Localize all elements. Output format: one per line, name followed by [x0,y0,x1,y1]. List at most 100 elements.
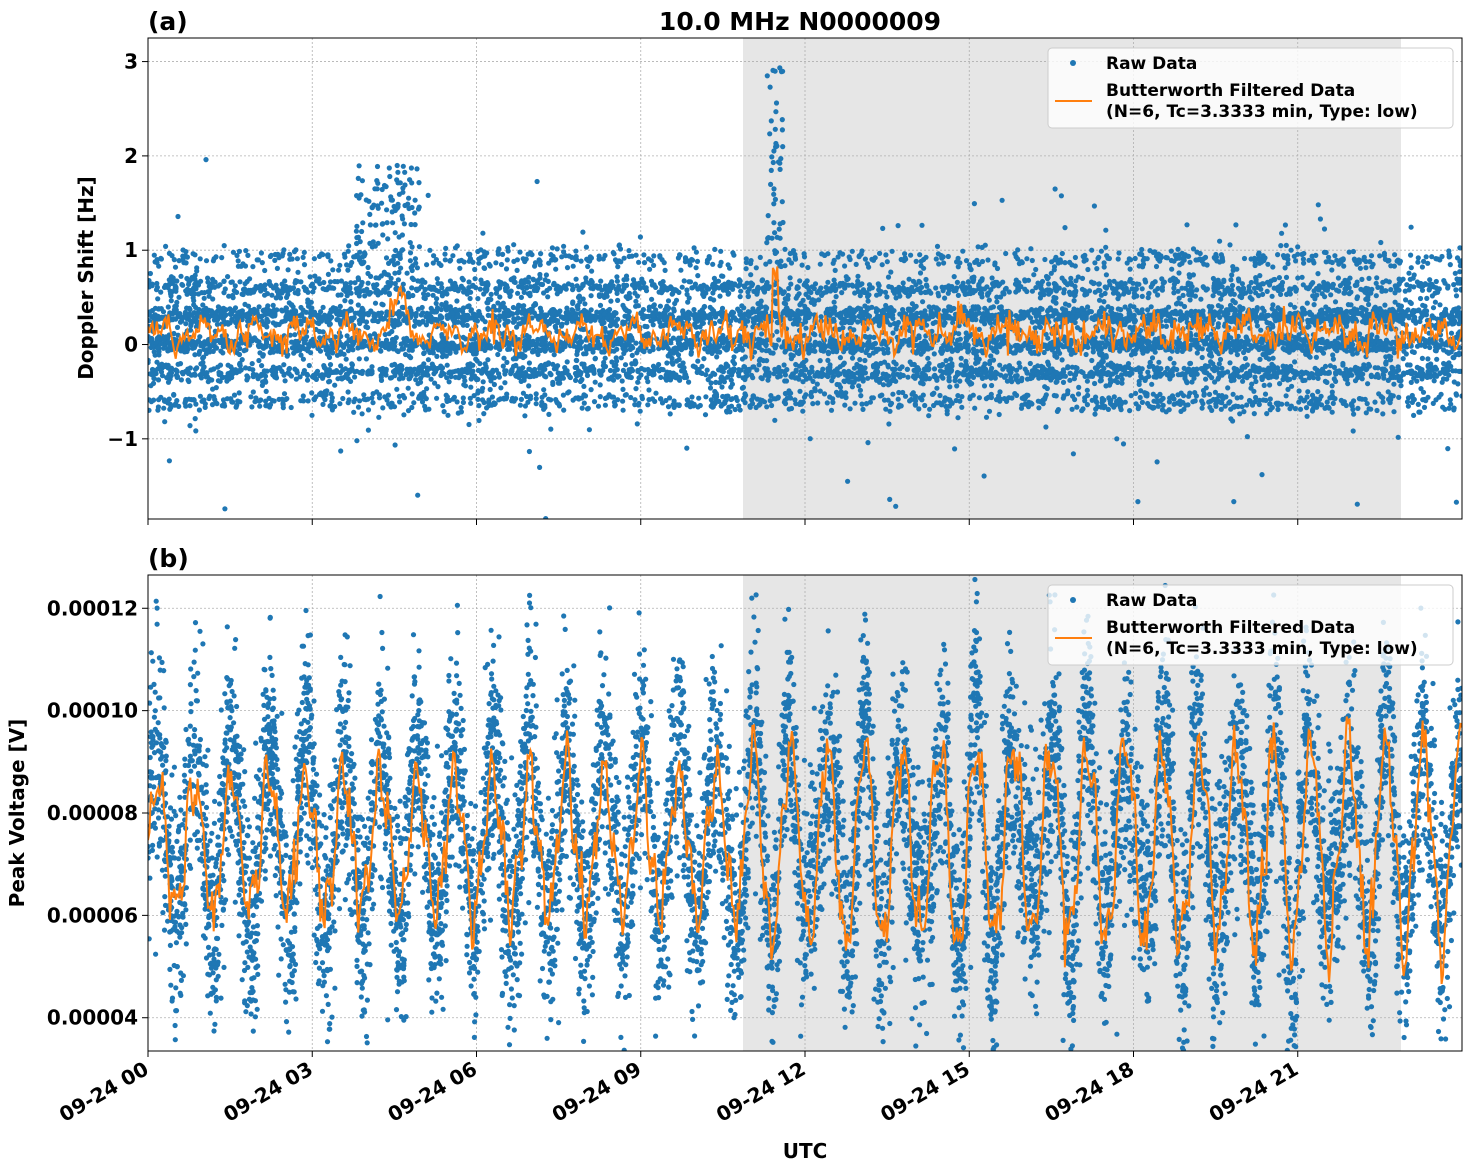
raw-data-point [858,251,864,257]
raw-data-point [842,263,848,269]
raw-data-point [1187,297,1193,303]
raw-data-point [250,264,256,270]
raw-data-point [821,391,828,397]
raw-data-point [545,294,551,300]
raw-data-point [1252,262,1258,269]
raw-data-point [431,253,437,259]
raw-data-point [403,372,409,378]
raw-data-point [367,333,373,339]
raw-data-point [402,313,408,319]
raw-data-point [1043,424,1049,430]
raw-data-point [1032,325,1038,331]
raw-data-point [780,144,786,150]
raw-data-point [602,355,608,361]
raw-data-point [831,277,837,283]
raw-data-point [448,374,454,380]
raw-data-point [621,255,627,261]
raw-data-point [1407,276,1413,282]
raw-data-point [392,230,398,236]
raw-data-point [626,253,632,260]
raw-data-point [1351,256,1357,262]
raw-data-point [1193,332,1199,338]
raw-data-point [500,251,506,257]
raw-data-point [179,281,185,288]
raw-data-point [1009,395,1015,401]
raw-data-point [941,260,947,266]
raw-data-point [561,249,567,255]
raw-data-point [1101,264,1107,270]
raw-data-point [416,180,422,186]
raw-data-point [1028,400,1034,406]
raw-data-point [1448,330,1455,336]
raw-data-point [833,294,839,300]
raw-data-point [372,222,379,228]
raw-data-point [235,258,241,264]
raw-data-point [340,395,346,402]
raw-data-point [1275,406,1281,413]
raw-data-point [372,300,379,306]
raw-data-point [524,393,530,400]
raw-data-point [520,390,527,396]
raw-data-point [1282,222,1288,228]
raw-data-point [952,374,959,380]
raw-data-point [284,353,290,359]
raw-data-point [1278,291,1284,297]
raw-data-point [742,376,748,383]
raw-data-point [343,356,349,362]
raw-data-point [738,367,744,373]
raw-data-point [357,398,363,404]
raw-data-point [703,394,709,400]
raw-data-point [1164,365,1170,371]
raw-data-point [797,388,803,394]
raw-data-point [370,400,376,406]
raw-data-point [1373,280,1379,286]
raw-data-point [858,393,864,399]
raw-data-point [686,279,692,285]
raw-data-point [548,426,554,432]
raw-data-point [1300,282,1306,288]
raw-data-point [1315,271,1321,277]
raw-data-point [1258,327,1264,333]
raw-data-point [245,252,251,258]
raw-data-point [1187,259,1193,265]
raw-data-point [264,291,270,297]
raw-data-point [662,267,668,273]
raw-data-point [521,289,527,295]
raw-data-point [1006,289,1012,295]
raw-data-point [633,386,639,392]
raw-data-point [1074,404,1080,410]
raw-data-point [1267,382,1273,388]
raw-data-point [1084,378,1090,384]
raw-data-point [1332,253,1338,259]
raw-data-point [375,240,381,246]
raw-data-point [1076,384,1082,390]
raw-data-point [356,356,362,362]
raw-data-point [684,287,690,293]
raw-data-point [1219,365,1225,371]
raw-data-point [398,265,404,271]
raw-data-point [996,411,1002,418]
raw-data-point [857,293,863,299]
raw-data-point [917,252,923,258]
raw-data-point [912,402,919,408]
raw-data-point [1043,331,1049,337]
raw-data-point [1380,411,1386,417]
raw-data-point [1002,332,1008,339]
raw-data-point [557,380,563,386]
raw-data-point [365,280,371,286]
raw-data-point [293,376,299,382]
raw-data-point [807,436,813,442]
raw-data-point [1054,408,1060,414]
raw-data-point [533,401,539,407]
raw-data-point [172,264,179,270]
raw-data-point [548,252,554,258]
raw-data-point [1305,286,1311,292]
raw-data-point [402,169,408,175]
raw-data-point [976,261,982,267]
raw-data-point [464,322,470,328]
raw-data-point [981,383,988,389]
raw-data-point [1457,245,1462,251]
raw-data-point [1101,260,1107,266]
raw-data-point [679,284,685,290]
raw-data-point [442,257,448,263]
